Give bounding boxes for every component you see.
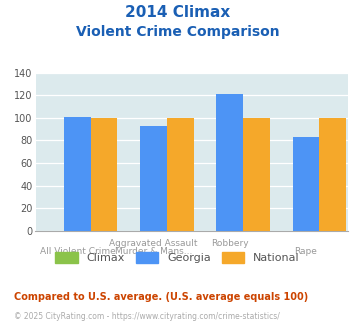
- Text: Aggravated Assault: Aggravated Assault: [109, 239, 198, 248]
- Text: Murder & Mans...: Murder & Mans...: [115, 247, 192, 256]
- Text: © 2025 CityRating.com - https://www.cityrating.com/crime-statistics/: © 2025 CityRating.com - https://www.city…: [14, 312, 280, 321]
- Text: Violent Crime Comparison: Violent Crime Comparison: [76, 25, 279, 39]
- Bar: [243, 118, 270, 231]
- Text: Robbery: Robbery: [211, 239, 248, 248]
- Bar: [293, 137, 320, 231]
- Legend: Climax, Georgia, National: Climax, Georgia, National: [55, 252, 300, 263]
- Bar: [64, 117, 91, 231]
- Text: Compared to U.S. average. (U.S. average equals 100): Compared to U.S. average. (U.S. average …: [14, 292, 308, 302]
- Bar: [140, 126, 167, 231]
- Bar: [320, 118, 346, 231]
- Bar: [217, 94, 243, 231]
- Text: 2014 Climax: 2014 Climax: [125, 5, 230, 20]
- Text: All Violent Crime: All Violent Crime: [39, 247, 115, 256]
- Text: Rape: Rape: [295, 247, 317, 256]
- Bar: [167, 118, 193, 231]
- Bar: [91, 118, 118, 231]
